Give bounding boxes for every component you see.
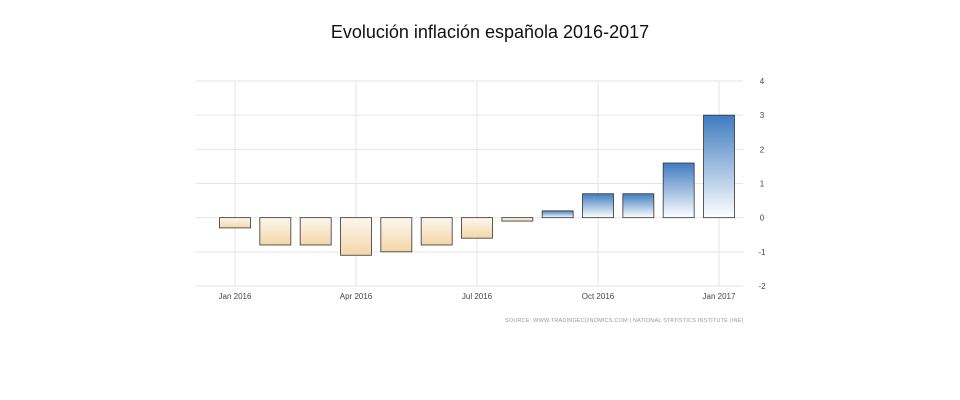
y-tick-label: 4 bbox=[760, 77, 765, 86]
x-tick-label: Jan 2016 bbox=[219, 292, 252, 301]
bar-sep-2016 bbox=[541, 210, 574, 219]
bar-jul-2016 bbox=[461, 217, 493, 239]
bar-oct-2016 bbox=[582, 193, 614, 219]
bar-may-2016 bbox=[380, 217, 413, 253]
y-tick-label: 1 bbox=[760, 180, 765, 189]
y-tick-label: -1 bbox=[758, 248, 766, 257]
chart-title: Evolución inflación española 2016-2017 bbox=[330, 22, 650, 42]
x-tick-label: Jul 2016 bbox=[462, 292, 493, 301]
y-tick-label: 0 bbox=[760, 214, 765, 223]
bar-mar-2016 bbox=[299, 217, 332, 246]
x-tick-label: Apr 2016 bbox=[340, 292, 373, 301]
grid-lines bbox=[196, 80, 743, 287]
x-tick-label: Jan 2017 bbox=[703, 292, 736, 301]
y-axis-ticks: 4 3 2 1 0 -1 -2 bbox=[758, 77, 766, 291]
bar-jun-2016 bbox=[420, 217, 453, 246]
bar-apr-2016 bbox=[340, 217, 372, 256]
bar-dec-2016 bbox=[662, 162, 695, 219]
source-note: SOURCE: WWW.TRADINGECONOMICS.COM | NATIO… bbox=[505, 318, 744, 324]
y-tick-label: 3 bbox=[760, 111, 765, 120]
bar-aug-2016 bbox=[501, 217, 534, 222]
x-tick-label: Oct 2016 bbox=[582, 292, 615, 301]
y-tick-label: 2 bbox=[760, 145, 765, 154]
bar-series bbox=[219, 114, 735, 256]
bar-nov-2016 bbox=[622, 193, 655, 219]
y-tick-label: -2 bbox=[758, 282, 766, 291]
bar-jan-2017 bbox=[703, 114, 735, 219]
chart-area: 4 3 2 1 0 -1 -2 Jan 2016 Apr 2016 Jul 2016 Oct 20… bbox=[178, 64, 778, 329]
bar-chart: 4 3 2 1 0 -1 -2 Jan 2016 Apr 2016 Jul 2016 Oct 20… bbox=[196, 77, 766, 301]
bar-jan-2016 bbox=[219, 217, 251, 229]
x-axis-ticks: Jan 2016 Apr 2016 Jul 2016 Oct 2016 Jan 2017 bbox=[219, 292, 736, 301]
bar-feb-2016 bbox=[259, 217, 292, 246]
